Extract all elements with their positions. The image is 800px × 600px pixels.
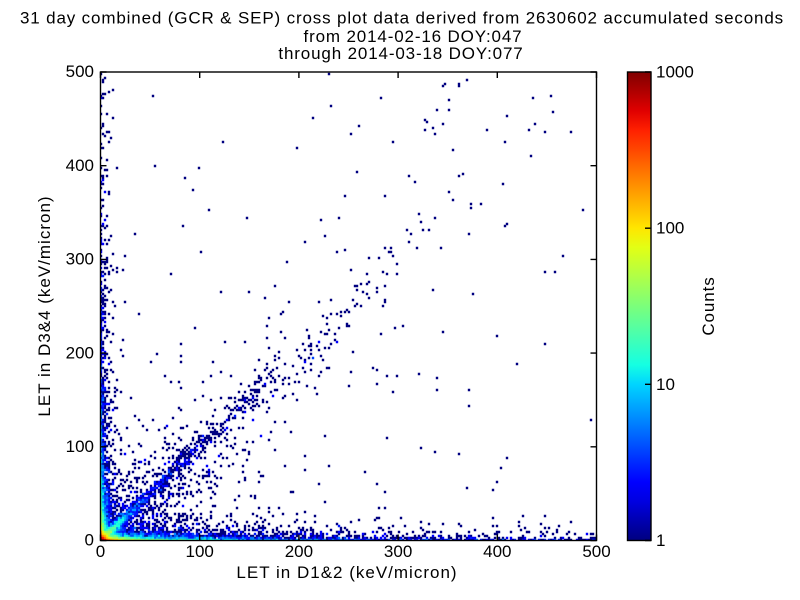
svg-text:LET in D1&2 (keV/micron): LET in D1&2 (keV/micron) — [236, 563, 457, 582]
svg-text:200: 200 — [285, 542, 313, 561]
svg-text:LET in D3&4 (keV/micron): LET in D3&4 (keV/micron) — [35, 195, 54, 416]
svg-text:0: 0 — [85, 531, 94, 550]
svg-text:100: 100 — [186, 542, 214, 561]
svg-text:10: 10 — [656, 375, 675, 394]
svg-text:31 day combined (GCR & SEP) cr: 31 day combined (GCR & SEP) cross plot d… — [20, 9, 784, 28]
svg-text:400: 400 — [66, 156, 94, 175]
svg-text:500: 500 — [66, 62, 94, 81]
svg-text:from 2014-02-16 DOY:047: from 2014-02-16 DOY:047 — [304, 27, 523, 46]
svg-text:100: 100 — [66, 437, 94, 456]
svg-text:200: 200 — [66, 343, 94, 362]
svg-text:100: 100 — [656, 219, 684, 238]
svg-text:300: 300 — [384, 542, 412, 561]
svg-text:300: 300 — [66, 250, 94, 269]
svg-text:500: 500 — [582, 542, 610, 561]
svg-text:through 2014-03-18 DOY:077: through 2014-03-18 DOY:077 — [278, 44, 523, 63]
svg-text:1000: 1000 — [656, 63, 694, 82]
svg-text:0: 0 — [96, 542, 105, 561]
svg-text:400: 400 — [483, 542, 511, 561]
svg-text:Counts: Counts — [699, 276, 718, 335]
svg-text:1: 1 — [656, 531, 665, 550]
